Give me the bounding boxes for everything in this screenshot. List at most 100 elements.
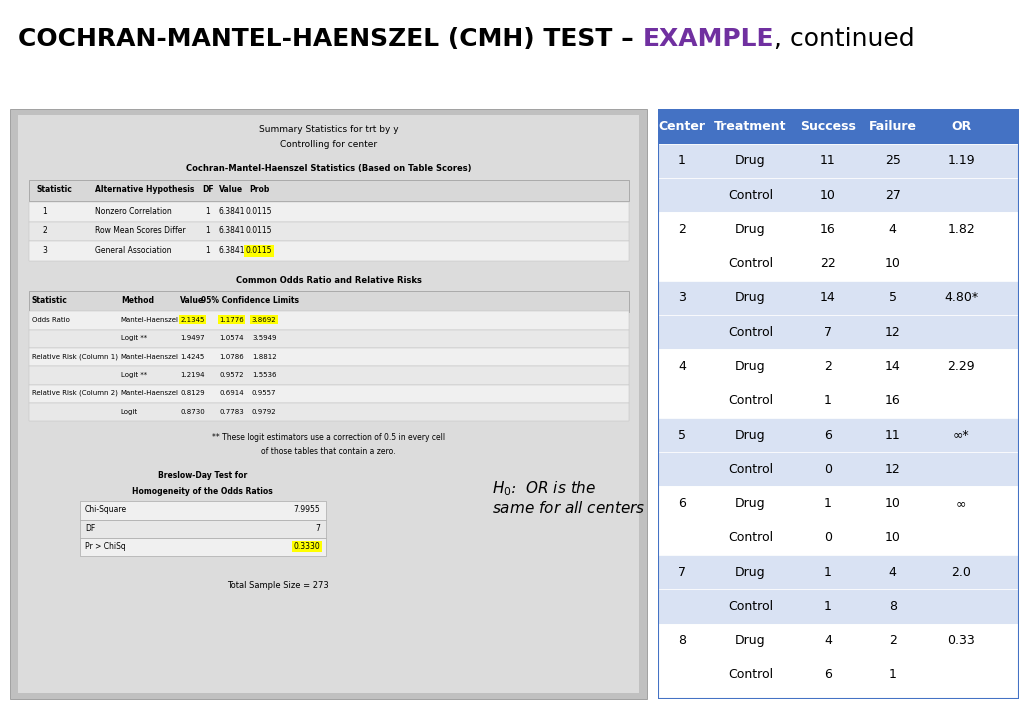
Text: 6.3841: 6.3841 (218, 246, 245, 255)
Text: OR: OR (951, 120, 972, 133)
FancyBboxPatch shape (29, 180, 629, 201)
Text: Control: Control (728, 463, 773, 476)
Text: 7: 7 (315, 524, 321, 532)
Text: Mantel-Haenszel: Mantel-Haenszel (121, 390, 179, 396)
Text: 6: 6 (824, 669, 831, 681)
Text: 2.1345: 2.1345 (180, 317, 205, 323)
Text: Drug: Drug (735, 634, 766, 647)
Text: 1: 1 (678, 155, 686, 167)
Text: 95% Confidence Limits: 95% Confidence Limits (201, 296, 299, 304)
Text: 0.9572: 0.9572 (219, 372, 244, 378)
Text: COCHRAN-MANTEL-HAENSZEL (CMH) TEST –: COCHRAN-MANTEL-HAENSZEL (CMH) TEST – (18, 27, 643, 51)
Text: 1.0786: 1.0786 (219, 354, 244, 359)
FancyBboxPatch shape (658, 109, 1019, 144)
Text: 1.5536: 1.5536 (252, 372, 276, 378)
Text: 1.2194: 1.2194 (180, 372, 205, 378)
Text: Chi-Square: Chi-Square (85, 505, 127, 514)
Text: Drug: Drug (735, 292, 766, 304)
Text: 0: 0 (824, 463, 831, 476)
Text: Statistic: Statistic (32, 296, 68, 304)
Text: 27: 27 (885, 189, 901, 202)
Text: Control: Control (728, 532, 773, 544)
Text: Drug: Drug (735, 155, 766, 167)
Text: Logit **: Logit ** (121, 335, 147, 341)
Text: Summary Statistics for trt by y: Summary Statistics for trt by y (259, 125, 398, 133)
Text: 10: 10 (820, 189, 836, 202)
Text: 0.0115: 0.0115 (246, 227, 272, 235)
Text: 0.33: 0.33 (947, 634, 975, 647)
Text: , continued: , continued (774, 27, 915, 51)
Text: Statistic: Statistic (37, 185, 73, 193)
Text: 2: 2 (824, 360, 831, 373)
Text: 8: 8 (889, 600, 897, 613)
Text: 2: 2 (678, 223, 686, 236)
Text: Success: Success (800, 120, 856, 133)
Text: Treatment: Treatment (714, 120, 786, 133)
Text: 4: 4 (678, 360, 686, 373)
FancyBboxPatch shape (29, 385, 629, 403)
Text: 4: 4 (889, 223, 897, 236)
Text: 6.3841: 6.3841 (218, 227, 245, 235)
Text: 1.19: 1.19 (947, 155, 975, 167)
Text: Total Sample Size = 273: Total Sample Size = 273 (226, 582, 329, 590)
Text: Control: Control (728, 600, 773, 613)
Text: 7.9955: 7.9955 (294, 505, 321, 514)
Text: Relative Risk (Column 1): Relative Risk (Column 1) (32, 353, 118, 360)
Text: 14: 14 (820, 292, 836, 304)
Text: Nonzero Correlation: Nonzero Correlation (95, 207, 172, 215)
Text: 0.0115: 0.0115 (246, 246, 272, 255)
Text: 10: 10 (885, 497, 901, 510)
Text: 0.6914: 0.6914 (219, 390, 244, 396)
FancyBboxPatch shape (658, 383, 1019, 418)
Text: 0: 0 (824, 532, 831, 544)
Text: 6: 6 (824, 429, 831, 441)
FancyBboxPatch shape (658, 555, 1019, 590)
Text: 1: 1 (889, 669, 897, 681)
FancyBboxPatch shape (29, 366, 629, 385)
Text: General Association: General Association (95, 246, 172, 255)
Text: 1.0574: 1.0574 (219, 335, 244, 341)
Text: Control: Control (728, 394, 773, 407)
Text: Method: Method (121, 296, 154, 304)
Text: Mantel-Haenszel: Mantel-Haenszel (121, 317, 179, 323)
Text: Alternative Hypothesis: Alternative Hypothesis (95, 185, 195, 193)
FancyBboxPatch shape (29, 403, 629, 421)
Text: DF: DF (85, 524, 95, 532)
Text: Logit: Logit (121, 409, 138, 414)
Text: 7: 7 (824, 325, 831, 339)
FancyBboxPatch shape (29, 348, 629, 366)
Text: 12: 12 (885, 325, 900, 339)
Text: Breslow-Day Test for: Breslow-Day Test for (158, 472, 248, 480)
Text: Drug: Drug (735, 360, 766, 373)
Text: Prob: Prob (249, 185, 269, 193)
FancyBboxPatch shape (80, 520, 326, 538)
Text: 1: 1 (824, 566, 831, 579)
Text: Failure: Failure (868, 120, 916, 133)
FancyBboxPatch shape (658, 418, 1019, 452)
Text: 12: 12 (885, 463, 900, 476)
Text: Control: Control (728, 669, 773, 681)
Text: 0.9792: 0.9792 (252, 409, 276, 414)
Text: Homogeneity of the Odds Ratios: Homogeneity of the Odds Ratios (132, 487, 273, 496)
Text: 1.9497: 1.9497 (180, 335, 205, 341)
Text: Value: Value (180, 296, 205, 304)
FancyBboxPatch shape (658, 590, 1019, 623)
Text: Center: Center (658, 120, 706, 133)
FancyBboxPatch shape (658, 315, 1019, 349)
Text: Value: Value (219, 185, 244, 193)
Text: Drug: Drug (735, 223, 766, 236)
FancyBboxPatch shape (658, 452, 1019, 486)
Text: ∞: ∞ (956, 497, 967, 510)
Text: 3: 3 (678, 292, 686, 304)
Text: 7: 7 (678, 566, 686, 579)
FancyBboxPatch shape (658, 144, 1019, 178)
Text: ∞*: ∞* (953, 429, 970, 441)
Text: 1: 1 (824, 600, 831, 613)
Text: Logit **: Logit ** (121, 372, 147, 378)
Text: 1: 1 (206, 207, 210, 215)
Text: 4.80*: 4.80* (944, 292, 978, 304)
FancyBboxPatch shape (658, 658, 1019, 692)
Text: 1.8812: 1.8812 (252, 354, 276, 359)
Text: DF: DF (202, 185, 214, 193)
Text: Control: Control (728, 257, 773, 270)
